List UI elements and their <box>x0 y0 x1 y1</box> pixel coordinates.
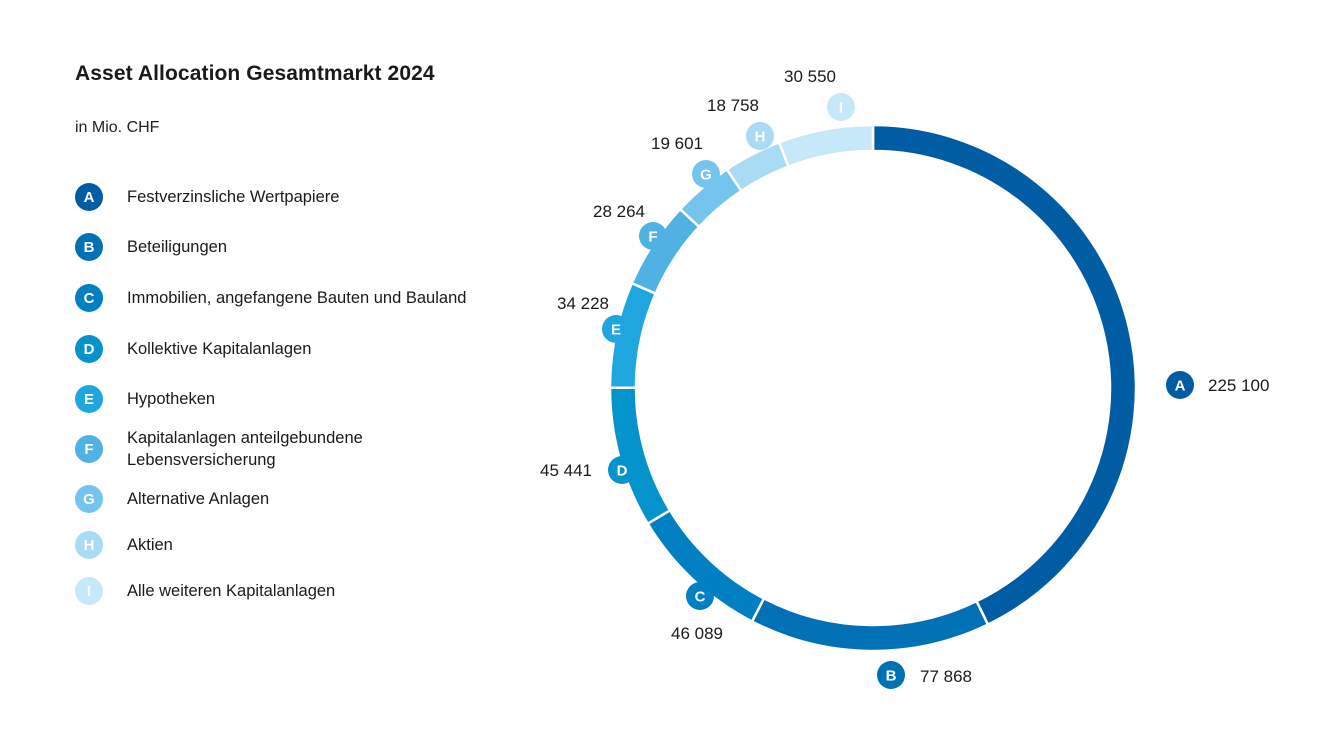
slice-badge-a <box>1166 371 1194 399</box>
donut-slices <box>608 123 1138 653</box>
legend-item-c: C Immobilien, angefangene Bauten und Baul… <box>75 284 535 312</box>
legend-item-e: E Hypotheken <box>75 385 535 413</box>
slice-badge-h <box>746 122 774 150</box>
slice-badge-f <box>639 222 667 250</box>
slice-badge-b <box>877 661 905 689</box>
legend-label-h: Aktien <box>127 536 173 554</box>
slice-badge-letter-c: C <box>695 589 706 606</box>
slice-value-i: 30 550 <box>784 67 836 86</box>
legend-badge-b: B <box>75 233 103 261</box>
chart-subtitle: in Mio. CHF <box>75 119 160 136</box>
legend-badge-a: A <box>75 183 103 211</box>
legend-item-d: D Kollektive Kapitalanlagen <box>75 335 535 363</box>
legend-item-h: H Aktien <box>75 531 535 559</box>
legend-badge-i: I <box>75 577 103 605</box>
slice-value-a: 225 100 <box>1208 376 1269 395</box>
legend-label-a: Festverzinsliche Wertpapiere <box>127 188 340 206</box>
slice-value-f: 28 264 <box>593 202 645 221</box>
slice-a <box>871 123 1138 627</box>
legend-label-g: Alternative Anlagen <box>127 490 270 508</box>
slice-badge-i <box>827 93 855 121</box>
legend-label-i: Alle weiteren Kapitalanlagen <box>127 582 336 600</box>
legend-item-b: B Beteiligungen <box>75 233 535 261</box>
legend: A Festverzinsliche Wertpapiere B Beteiligun… <box>75 0 535 734</box>
legend-item-g: G Alternative Anlagen <box>75 485 535 513</box>
legend-label-c: Immobilien, angefangene Bauten und Baula… <box>127 289 467 307</box>
legend-badge-c: C <box>75 284 103 312</box>
legend-label-d: Kollektive Kapitalanlagen <box>127 340 312 358</box>
legend-item-i: I Alle weiteren Kapitalanlagen <box>75 577 535 605</box>
slice-badge-letter-e: E <box>611 322 621 339</box>
legend-item-f: F Kapitalanlagen anteilgebundene Lebensve… <box>75 429 535 469</box>
slice-value-e: 34 228 <box>557 294 609 313</box>
slice-value-g: 19 601 <box>651 134 703 153</box>
slice-badge-d <box>608 456 636 484</box>
legend-label-f: Kapitalanlagen anteilgebundene Lebensver… <box>127 429 363 469</box>
legend-badge-h: H <box>75 531 103 559</box>
chart-title: Asset Allocation Gesamtmarkt 2024 <box>75 62 435 85</box>
slice-badge-c <box>686 582 714 610</box>
legend-badge-g: G <box>75 485 103 513</box>
slice-value-h: 18 758 <box>707 96 759 115</box>
legend-label-b: Beteiligungen <box>127 238 227 256</box>
slice-i <box>777 123 875 169</box>
slice-value-c: 46 089 <box>671 624 723 643</box>
slice-badge-letter-b: B <box>886 668 897 685</box>
legend-badge-e: E <box>75 385 103 413</box>
slice-f <box>630 207 701 296</box>
slice-d <box>608 386 672 526</box>
slice-badge-letter-f: F <box>648 229 657 246</box>
slice-badge-letter-g: G <box>700 167 712 184</box>
slice-badge-e <box>602 315 630 343</box>
slice-badge-letter-i: I <box>839 100 843 117</box>
slice-value-d: 45 441 <box>540 461 592 480</box>
slice-badge-letter-d: D <box>617 463 628 480</box>
legend-item-a: A Festverzinsliche Wertpapiere <box>75 183 535 211</box>
slice-badge-letter-a: A <box>1175 378 1186 395</box>
slice-badge-g <box>692 160 720 188</box>
legend-label-e: Hypotheken <box>127 390 216 408</box>
slice-badge-letter-h: H <box>755 129 766 146</box>
slice-value-b: 77 868 <box>920 667 972 686</box>
slice-b <box>750 596 990 653</box>
legend-badge-f: F <box>75 435 103 463</box>
legend-badge-d: D <box>75 335 103 363</box>
slice-labels: A 225 100 B 77 868 C 46 089 D 45 441 E34 228 F28 … <box>540 67 1269 689</box>
